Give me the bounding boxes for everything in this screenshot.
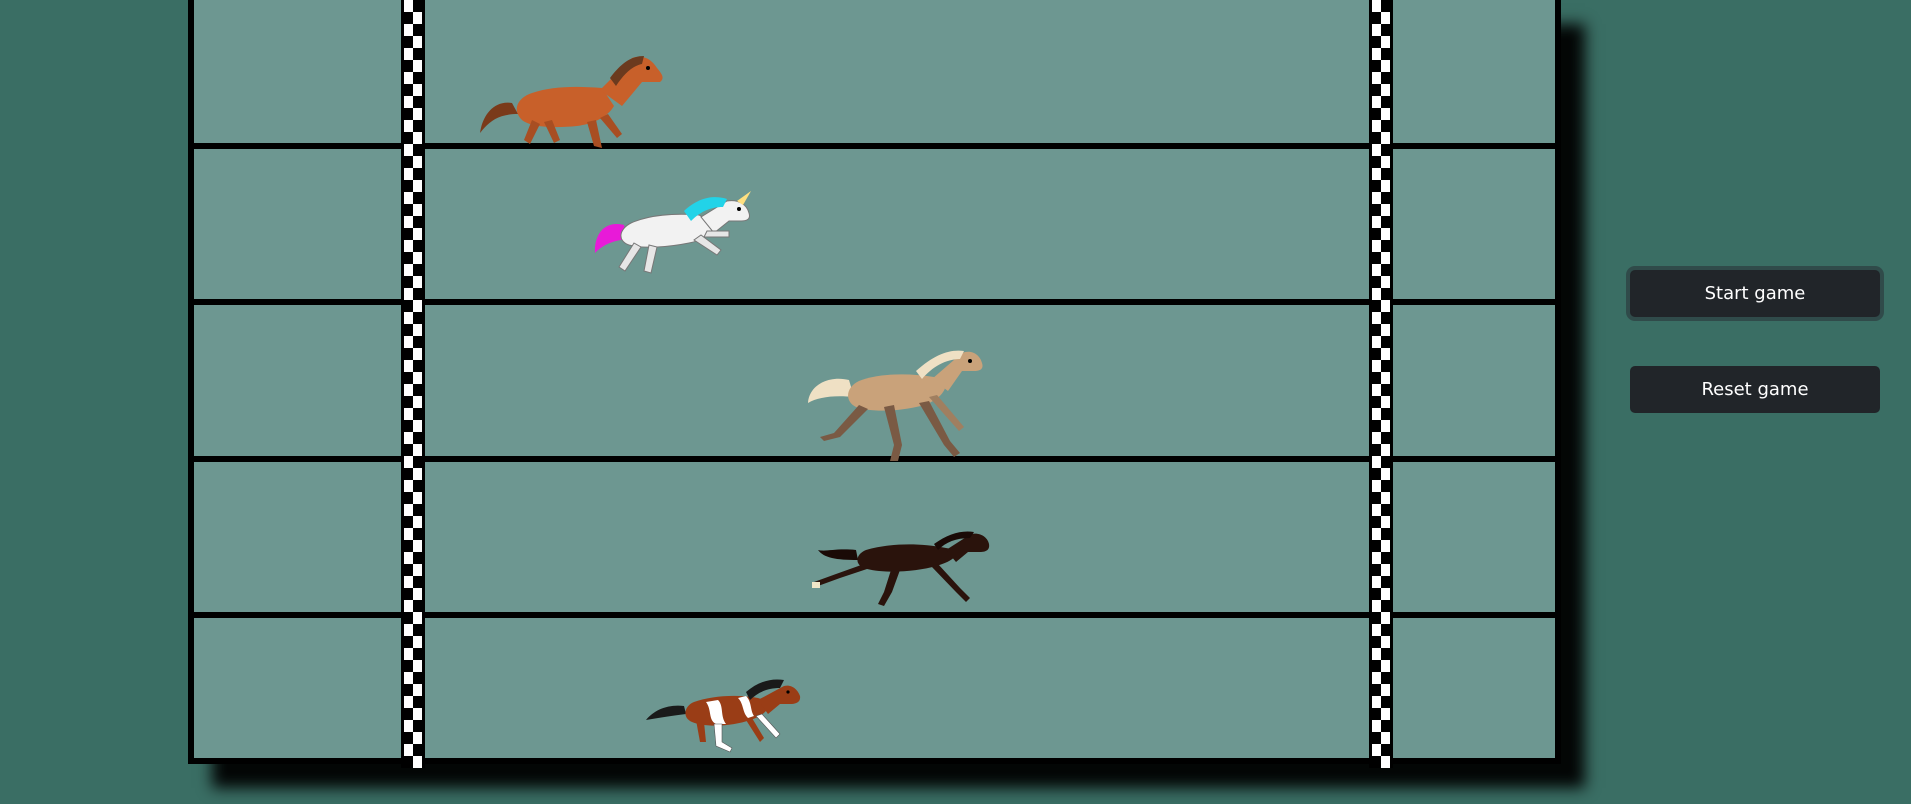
chestnut-horse-icon	[480, 48, 682, 153]
palomino-horse-icon	[804, 345, 989, 465]
unicorn-icon	[589, 191, 759, 285]
lane-divider	[194, 456, 1555, 462]
lane-divider	[194, 612, 1555, 618]
dark-bay-horse-icon	[806, 530, 991, 610]
start-game-button[interactable]: Start game	[1630, 270, 1880, 317]
finish-line	[1369, 0, 1393, 768]
start-line	[401, 0, 425, 768]
reset-game-button[interactable]: Reset game	[1630, 366, 1880, 413]
lane-divider	[194, 143, 1555, 149]
paint-horse-icon	[646, 679, 801, 760]
lane-divider	[194, 299, 1555, 305]
race-track	[188, 0, 1561, 768]
